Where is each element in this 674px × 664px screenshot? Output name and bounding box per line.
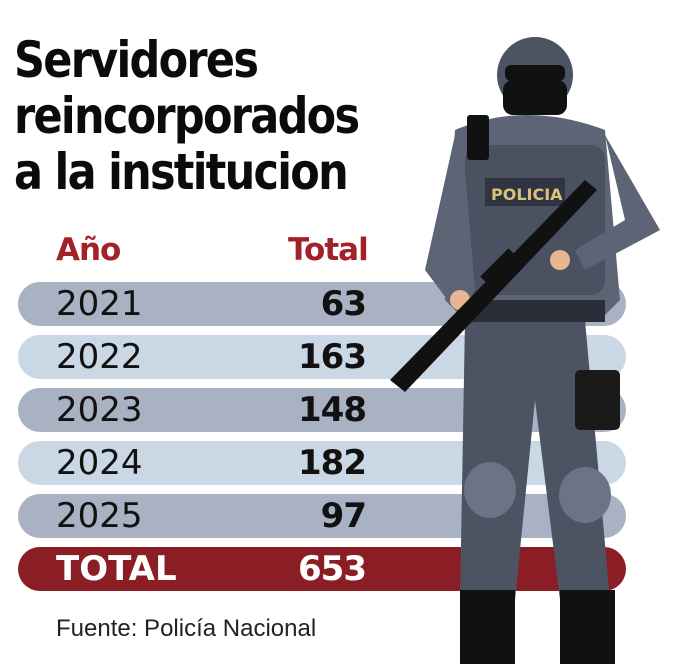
total-label: TOTAL: [56, 549, 177, 589]
title-line: a la institucion: [14, 143, 349, 201]
source-note: Fuente: Policía Nacional: [56, 615, 317, 642]
title: Servidores reincorporados a la instituci…: [14, 31, 360, 201]
year-cell: 2023: [56, 390, 143, 430]
total-cell: 163: [298, 337, 367, 377]
total-cell: 182: [298, 443, 367, 483]
title-line: Servidores: [14, 31, 259, 89]
badge-text: POLICIA: [491, 185, 563, 204]
year-cell: 2021: [56, 284, 143, 324]
year-cell: 2024: [56, 443, 143, 483]
total-cell: 148: [298, 390, 367, 430]
total-value: 653: [298, 549, 367, 589]
year-cell: 2025: [56, 496, 143, 536]
total-row: TOTAL 653: [18, 547, 626, 591]
year-cell: 2022: [56, 337, 143, 377]
total-cell: 97: [320, 496, 367, 536]
title-line: reincorporados: [14, 87, 360, 145]
header-total: Total: [288, 232, 369, 268]
police-officer-illustration: POLICIA: [390, 37, 660, 664]
header-year: Año: [56, 232, 121, 268]
total-cell: 63: [320, 284, 367, 324]
